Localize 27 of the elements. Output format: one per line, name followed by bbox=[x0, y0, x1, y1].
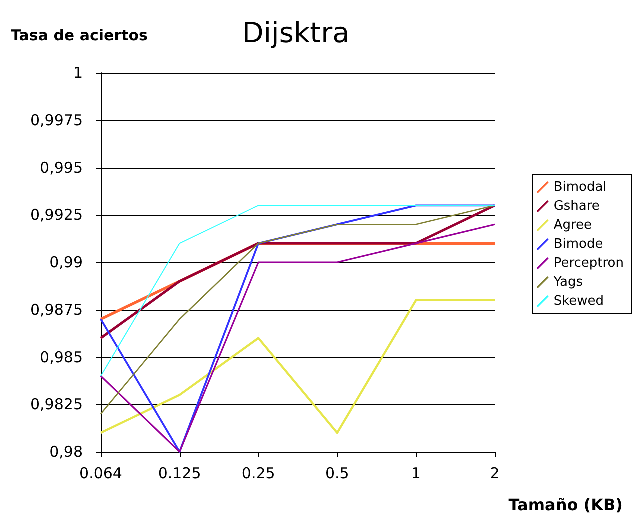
chart-title: Dijsktra bbox=[242, 16, 350, 50]
x-tick-label: 2 bbox=[490, 464, 500, 482]
legend-label: Yags bbox=[552, 275, 584, 290]
x-tick-label: 0.5 bbox=[325, 464, 350, 482]
legend-label: Agree bbox=[554, 218, 592, 233]
x-axis-title: Tamaño (KB) bbox=[508, 496, 623, 513]
legend-label: Gshare bbox=[554, 199, 600, 214]
y-tick-label: 0,9975 bbox=[30, 111, 83, 130]
y-axis-title: Tasa de aciertos bbox=[11, 26, 148, 44]
y-tick-label: 0,995 bbox=[40, 158, 83, 177]
y-tick-label: 0,98 bbox=[50, 443, 83, 461]
y-tick-label: 0,9875 bbox=[30, 300, 83, 319]
x-tick-label: 0.25 bbox=[242, 464, 276, 482]
x-tick-label: 0.125 bbox=[158, 464, 202, 482]
legend-label: Perceptron bbox=[554, 256, 624, 271]
line-series bbox=[100, 204, 496, 340]
x-tick-label: 1 bbox=[411, 464, 421, 482]
y-tick-label: 0,9925 bbox=[30, 206, 83, 224]
legend-label: Bimodal bbox=[554, 180, 607, 195]
legend-label: Skewed bbox=[554, 294, 604, 309]
y-tick-label: 1 bbox=[73, 64, 83, 82]
x-tick-label: 0.064 bbox=[80, 464, 122, 482]
line-series bbox=[100, 299, 496, 434]
y-tick-label: 0,9825 bbox=[30, 396, 83, 414]
y-tick-label: 0,99 bbox=[50, 254, 83, 272]
y-tick-label: 0,985 bbox=[40, 348, 83, 366]
legend-label: Bimode bbox=[554, 237, 604, 252]
